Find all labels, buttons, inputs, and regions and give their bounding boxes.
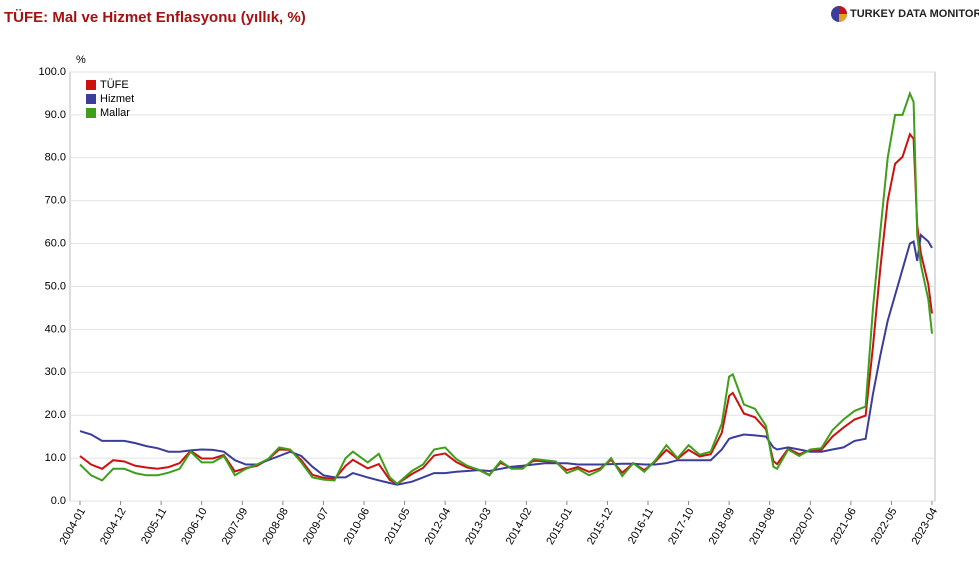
x-tick-label: 2020-07 xyxy=(788,506,819,547)
x-tick-label: 2004-12 xyxy=(98,506,129,547)
y-tick-label: 20.0 xyxy=(45,409,66,421)
legend-swatch xyxy=(86,80,96,90)
x-tick-label: 2015-12 xyxy=(585,506,616,547)
x-tick-label: 2022-05 xyxy=(869,506,900,547)
series-line xyxy=(79,90,933,486)
series-line xyxy=(79,132,933,485)
x-tick-label: 2021-06 xyxy=(828,506,859,547)
series-line xyxy=(79,233,933,486)
chart-title: TÜFE: Mal ve Hizmet Enflasyonu (yıllık, … xyxy=(4,9,306,26)
y-tick-label: 90.0 xyxy=(45,109,66,121)
x-tick-label: 2010-06 xyxy=(342,506,373,547)
x-tick-label: 2011-05 xyxy=(383,506,413,546)
y-tick-label: 70.0 xyxy=(45,195,66,207)
y-tick-label: 10.0 xyxy=(45,452,66,464)
y-tick-label: 50.0 xyxy=(45,280,66,292)
x-tick-label: 2006-10 xyxy=(179,506,210,547)
x-tick-label: 2015-01 xyxy=(544,506,575,547)
x-tick-label: 2013-03 xyxy=(463,506,494,547)
x-tick-label: 2005-11 xyxy=(139,506,169,546)
legend-label: Hizmet xyxy=(100,93,134,105)
legend-swatch xyxy=(86,94,96,104)
y-tick-label: 40.0 xyxy=(45,323,66,335)
x-tick-label: 2017-10 xyxy=(666,506,697,547)
y-tick-label: 0.0 xyxy=(51,495,66,507)
legend-swatch xyxy=(86,108,96,118)
logo-text: TURKEY DATA MONITOR xyxy=(850,8,979,20)
x-tick-label: 2019-08 xyxy=(747,506,778,547)
logo-icon xyxy=(839,6,847,14)
y-tick-label: 30.0 xyxy=(45,366,66,378)
x-tick-label: 2008-08 xyxy=(260,506,291,547)
logo-icon xyxy=(839,14,847,22)
x-tick-label: 2018-09 xyxy=(707,506,738,547)
x-tick-label: 2023-04 xyxy=(910,506,941,547)
x-tick-label: 2009-07 xyxy=(301,506,332,547)
y-tick-label: 80.0 xyxy=(45,152,66,164)
legend-label: Mallar xyxy=(100,107,130,119)
x-tick-label: 2016-11 xyxy=(626,506,656,546)
y-axis-label: % xyxy=(76,54,86,66)
y-tick-label: 100.0 xyxy=(38,66,66,78)
x-tick-label: 2004-01 xyxy=(58,506,89,547)
x-tick-label: 2007-09 xyxy=(220,506,251,547)
x-tick-label: 2012-04 xyxy=(423,506,454,547)
logo: TURKEY DATA MONITOR xyxy=(831,6,979,22)
x-tick-label: 2014-02 xyxy=(504,506,535,547)
legend-label: TÜFE xyxy=(100,79,129,91)
y-tick-label: 60.0 xyxy=(45,238,66,250)
